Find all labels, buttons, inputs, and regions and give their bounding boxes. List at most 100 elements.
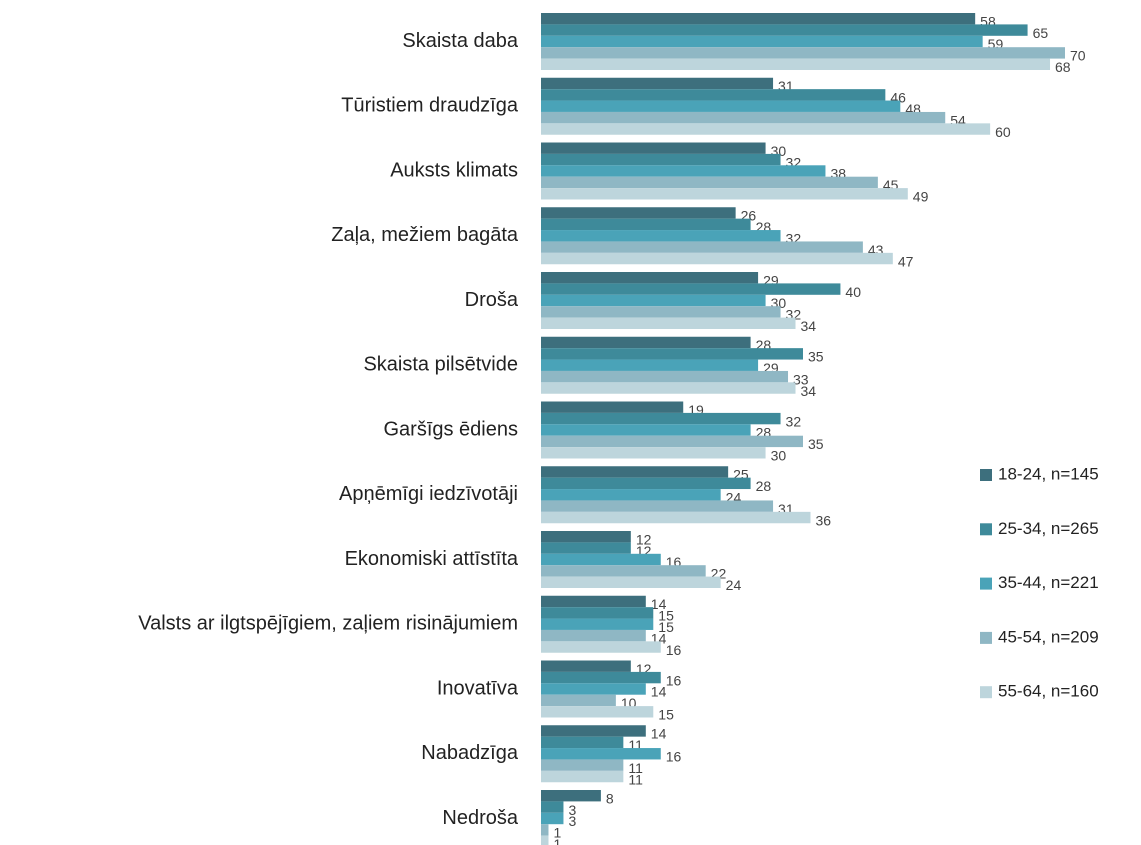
- bar: [541, 511, 811, 524]
- value-label: 32: [786, 413, 802, 429]
- value-label: 35: [808, 349, 824, 365]
- bar: [541, 447, 766, 459]
- value-label: 1: [553, 825, 561, 841]
- legend-label: 18-24, n=145: [998, 464, 1099, 483]
- value-label: 16: [666, 642, 682, 658]
- value-label: 11: [628, 760, 643, 776]
- value-label: 33: [793, 371, 809, 387]
- value-label: 15: [658, 707, 674, 723]
- bar: [541, 359, 759, 371]
- category-label: Droša: [465, 289, 519, 311]
- bar: [541, 466, 729, 478]
- value-label: 3: [568, 802, 576, 818]
- value-label: 36: [815, 512, 831, 528]
- bar: [541, 100, 901, 112]
- category-label: Apņēmīgi iedzīvotāji: [339, 483, 518, 505]
- bar: [541, 553, 661, 566]
- legend-swatch: [980, 523, 992, 536]
- legend-swatch: [980, 631, 992, 644]
- bar: [541, 531, 631, 543]
- bar: [541, 13, 976, 25]
- legend-label: 45-54, n=209: [998, 627, 1099, 646]
- bar: [541, 629, 646, 642]
- bar: [541, 188, 908, 200]
- value-label: 3: [568, 813, 576, 829]
- value-label: 68: [1055, 59, 1071, 75]
- bar: [541, 565, 706, 577]
- bar: [541, 24, 1028, 36]
- value-label: 47: [898, 253, 914, 269]
- value-label: 34: [801, 318, 817, 334]
- bar: [541, 595, 646, 608]
- bar: [541, 824, 549, 836]
- bar: [541, 812, 564, 825]
- bar: [541, 725, 646, 737]
- bar: [541, 401, 684, 413]
- bar: [541, 230, 781, 242]
- legend-swatch: [980, 469, 992, 481]
- bar: [541, 153, 781, 166]
- bar: [541, 142, 766, 154]
- category-label: Valsts ar ilgtspējīgiem, zaļiem risināju…: [138, 613, 518, 635]
- category-label: Inovatīva: [437, 677, 519, 699]
- value-label: 14: [651, 726, 667, 742]
- value-label: 11: [628, 771, 643, 787]
- value-label: 49: [913, 189, 929, 205]
- value-label: 16: [666, 672, 682, 688]
- bar: [541, 500, 774, 512]
- bar: [541, 58, 1051, 70]
- bar: [541, 165, 826, 177]
- value-label: 70: [1070, 48, 1086, 64]
- bar: [541, 89, 886, 101]
- bar: [541, 111, 946, 124]
- bar: [541, 218, 751, 231]
- bar: [541, 477, 751, 490]
- category-label: Nabadzīga: [421, 742, 519, 764]
- value-label: 30: [771, 448, 787, 464]
- legend-label: 25-34, n=265: [998, 519, 1099, 538]
- bar: [541, 348, 803, 360]
- bar: [541, 641, 661, 653]
- bar: [541, 306, 781, 318]
- value-label: 28: [756, 478, 772, 494]
- value-label: 34: [801, 383, 817, 399]
- category-label: Tūristiem draudzīga: [341, 95, 519, 117]
- bar: [541, 283, 841, 295]
- legend-swatch: [980, 577, 992, 590]
- value-label: 65: [1033, 25, 1049, 41]
- category-label: Zaļa, mežiem bagāta: [331, 224, 519, 246]
- category-label: Skaista pilsētvide: [363, 354, 518, 376]
- bar: [541, 382, 796, 394]
- value-label: 24: [726, 577, 742, 593]
- value-label: 15: [658, 619, 674, 635]
- category-label: Skaista daba: [402, 30, 519, 52]
- bar: [541, 576, 721, 588]
- bar: [541, 424, 751, 436]
- value-label: 12: [636, 531, 652, 547]
- bar: [541, 370, 789, 383]
- value-label: 40: [845, 284, 861, 300]
- bar: [541, 336, 751, 349]
- value-label: 35: [808, 436, 824, 452]
- value-label: 8: [606, 790, 614, 806]
- bar: [541, 618, 654, 630]
- value-label: 1: [553, 836, 561, 845]
- bar: [541, 272, 759, 284]
- bar: [541, 435, 803, 448]
- bar: [541, 770, 624, 783]
- value-label: 14: [651, 596, 667, 612]
- bar: [541, 176, 878, 189]
- bar: [541, 801, 564, 813]
- legend-label: 55-64, n=160: [998, 682, 1099, 701]
- bar: [541, 77, 774, 90]
- bar: [541, 790, 601, 802]
- bar: [541, 47, 1065, 59]
- legend-swatch: [980, 686, 992, 699]
- bar: [541, 759, 624, 771]
- category-label: Auksts klimats: [390, 159, 518, 181]
- value-label: 60: [995, 124, 1011, 140]
- bar: [541, 489, 721, 501]
- bar: [541, 748, 661, 760]
- category-label: Ekonomiski attīstīta: [345, 548, 519, 570]
